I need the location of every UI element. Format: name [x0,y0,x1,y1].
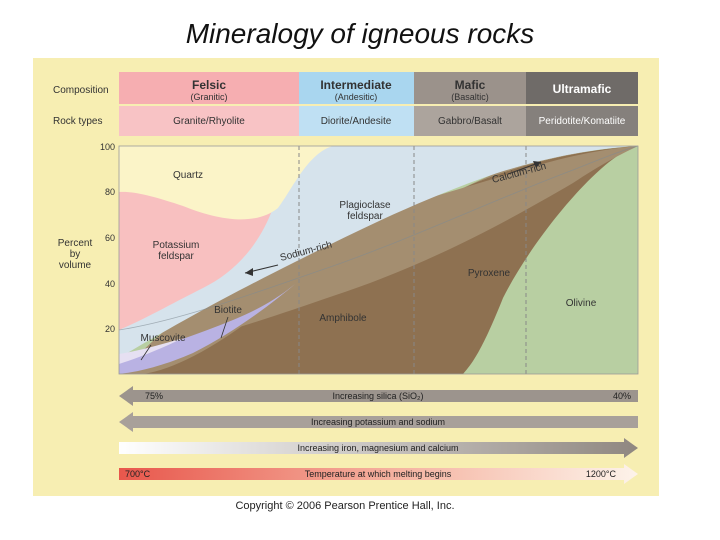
y-axis-label-3: volume [59,260,92,271]
ultramafic-label: Ultramafic [553,82,612,96]
composition-row-label: Composition [53,85,109,96]
temperature-left-value: 700°C [125,469,151,479]
mafic-rock-types: Gabbro/Basalt [438,116,502,127]
copyright-notice: Copyright © 2006 Pearson Prentice Hall, … [0,500,690,512]
temperature-right-value: 1200°C [586,469,617,479]
intermediate-label: Intermediate [320,78,392,92]
temperature-arrow-label: Temperature at which melting begins [305,469,452,479]
silica-left-value: 75% [145,391,163,401]
felsic-label: Felsic [192,78,226,92]
slide-title: Mineralogy of igneous rocks [0,18,720,50]
felsic-sub: (Granitic) [190,92,227,102]
y-tick-40: 40 [105,279,115,289]
plagioclase-label-2: feldspar [347,211,383,222]
potassium-arrow-label: Increasing potassium and sodium [311,417,445,427]
amphibole-label: Amphibole [319,313,367,324]
y-tick-20: 20 [105,324,115,334]
potassium-feldspar-label-1: Potassium [153,240,200,251]
biotite-label: Biotite [214,305,242,316]
silica-arrow-label: Increasing silica (SiO₂) [332,391,423,401]
y-tick-100: 100 [100,142,115,152]
y-tick-60: 60 [105,233,115,243]
y-axis-label-1: Percent [58,238,93,249]
diagram-svg: Composition Rock types Felsic (Granitic)… [33,58,659,496]
quartz-label: Quartz [173,170,203,181]
y-axis-label-2: by [70,249,81,260]
intermediate-rock-types: Diorite/Andesite [321,116,392,127]
olivine-label: Olivine [566,298,597,309]
rock-types-row-label: Rock types [53,116,102,127]
plagioclase-label-1: Plagioclase [339,200,391,211]
mineralogy-diagram: Composition Rock types Felsic (Granitic)… [33,58,659,496]
potassium-feldspar-label-2: feldspar [158,251,194,262]
muscovite-label: Muscovite [140,333,185,344]
silica-right-value: 40% [613,391,631,401]
y-tick-80: 80 [105,187,115,197]
iron-arrow-label: Increasing iron, magnesium and calcium [297,443,458,453]
felsic-rock-types: Granite/Rhyolite [173,116,245,127]
pyroxene-label: Pyroxene [468,268,511,279]
intermediate-sub: (Andesitic) [335,92,378,102]
mafic-label: Mafic [455,78,486,92]
mafic-sub: (Basaltic) [451,92,489,102]
ultramafic-rock-types: Peridotite/Komatiite [539,116,626,127]
